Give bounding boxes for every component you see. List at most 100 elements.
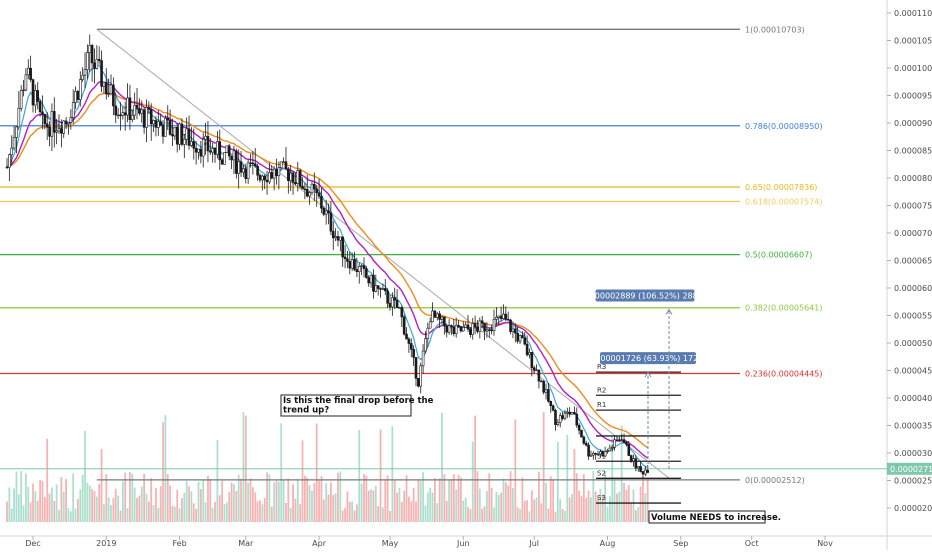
candle-body [473,323,477,328]
candle [159,113,162,126]
volume-bars [6,412,649,522]
candle [36,82,40,110]
candle [601,450,605,457]
candle-body [584,443,588,446]
volume-bar [415,501,417,522]
volume-bar [637,506,640,522]
volume-bar [214,501,216,522]
volume-bar [448,479,450,522]
candle [201,132,205,168]
candle [469,327,472,338]
volume-bar [644,493,647,522]
volume-bar [377,506,380,522]
measure-box [600,352,696,365]
volume-bar [634,510,637,522]
volume-bar [346,491,349,522]
fib-level-label: 0.65(0.00007836) [745,183,817,192]
volume-bar [65,479,67,522]
volume-bar [545,483,547,522]
candle-body [502,313,505,319]
candle [641,470,645,478]
volume-bar [519,508,521,522]
candle-body [509,319,512,332]
candle [218,129,222,170]
candle-body [551,405,555,411]
candle-body [114,105,118,116]
candle-body [123,112,127,116]
candle-body [10,147,14,156]
candle-body [464,324,467,328]
y-tick-label: 0.00007000 [894,229,932,238]
candle [634,455,638,472]
candle [211,142,214,163]
volume-bar [381,507,384,522]
candle [513,323,517,343]
candle-body [644,469,647,475]
candle-body [147,107,151,110]
volume-bar [199,489,202,522]
volume-bar [140,486,143,522]
candle-body [17,107,21,128]
y-tick-label: 0.00002000 [894,504,932,513]
candle-body [469,328,472,335]
candle-body [268,172,271,183]
candle [116,107,120,119]
candle [324,199,328,225]
candle [239,150,243,177]
volume-bar [138,495,141,522]
fib-level-label: 0(0.00002512) [745,476,805,485]
candle [391,292,394,316]
candle [119,102,122,131]
candle-body [41,111,44,115]
candle [487,327,491,338]
candle [471,318,475,340]
candle [393,287,397,310]
candle-body [128,97,132,120]
candle [24,68,28,92]
volume-bar [370,489,372,522]
candle-body [568,411,571,415]
volume-bar [261,504,264,522]
candle-body [490,329,493,332]
candle-body [530,352,534,369]
candle-body [521,335,524,339]
candle-body [535,369,538,372]
candle [329,201,333,236]
candle-body [95,58,99,69]
candle-body [265,179,269,183]
candle [277,161,281,190]
annotation-line: Volume NEEDS to increase. [651,513,781,523]
candle [407,337,411,353]
candle-body [26,67,30,76]
volume-bar [469,509,472,522]
candle [253,147,257,168]
candle-body [336,236,340,241]
candle-body [516,332,519,342]
candle-body [402,316,406,335]
candle-body [100,60,103,87]
candle-body [478,320,482,332]
candle [213,146,217,163]
candle-body [209,150,212,153]
candle [180,118,184,147]
candle-body [492,318,496,332]
candle-body [298,170,302,187]
candle-body [164,117,167,137]
volume-bar [34,491,37,522]
candle [480,315,484,329]
candle-body [88,45,92,53]
candle-body [577,424,581,431]
volume-bar [202,480,205,522]
candle-body [613,439,616,448]
volume-bar [126,508,129,522]
volume-bar [221,480,224,522]
candle [76,90,80,104]
candle-body [29,67,32,80]
fib-level-label: 0.382(0.00005641) [745,304,823,313]
candle [29,55,32,83]
volume-bar [575,473,578,522]
candle-body [407,338,411,344]
x-tick-label: Mar [238,539,254,548]
candle-body [230,155,233,161]
candle [473,315,477,335]
